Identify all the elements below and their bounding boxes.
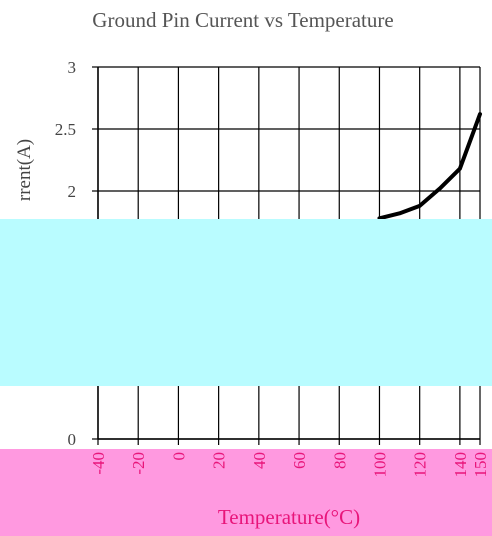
- chart-title: Ground Pin Current vs Temperature: [92, 8, 393, 32]
- x-tick-label: 60: [290, 452, 309, 469]
- x-tick-label: 0: [169, 452, 188, 461]
- magenta-occlusion-block: [0, 449, 492, 536]
- y-tick-label: 2: [68, 182, 77, 201]
- x-axis-label: Temperature(°C): [218, 505, 360, 529]
- y-tick-label: 0: [68, 430, 77, 449]
- data-point: [398, 211, 402, 215]
- y-tick-label: 2.5: [55, 120, 76, 139]
- data-point: [478, 112, 482, 116]
- x-tick-label: 120: [411, 452, 430, 478]
- y-axis-ticks: 022.53: [55, 58, 76, 449]
- x-axis-ticks: -40 -20 0 20 40 60 80 100 120 140 150: [89, 452, 490, 478]
- x-tick-label: 140: [451, 452, 470, 478]
- data-point: [458, 167, 462, 171]
- x-tick-label: -20: [129, 452, 148, 475]
- x-tick-label: 40: [250, 452, 269, 469]
- x-tick-label: 80: [330, 452, 349, 469]
- series-layer: [377, 112, 482, 221]
- data-point: [438, 187, 442, 191]
- series-line: [377, 112, 482, 221]
- data-point: [418, 204, 422, 208]
- x-tick-label: 150: [471, 452, 490, 478]
- cyan-occlusion-block: [0, 219, 492, 386]
- x-tick-label: 100: [370, 452, 389, 478]
- y-axis-label: rrent(A): [14, 139, 35, 201]
- x-tick-label: -40: [89, 452, 108, 475]
- y-tick-label: 3: [68, 58, 77, 77]
- x-tick-label: 20: [210, 452, 229, 469]
